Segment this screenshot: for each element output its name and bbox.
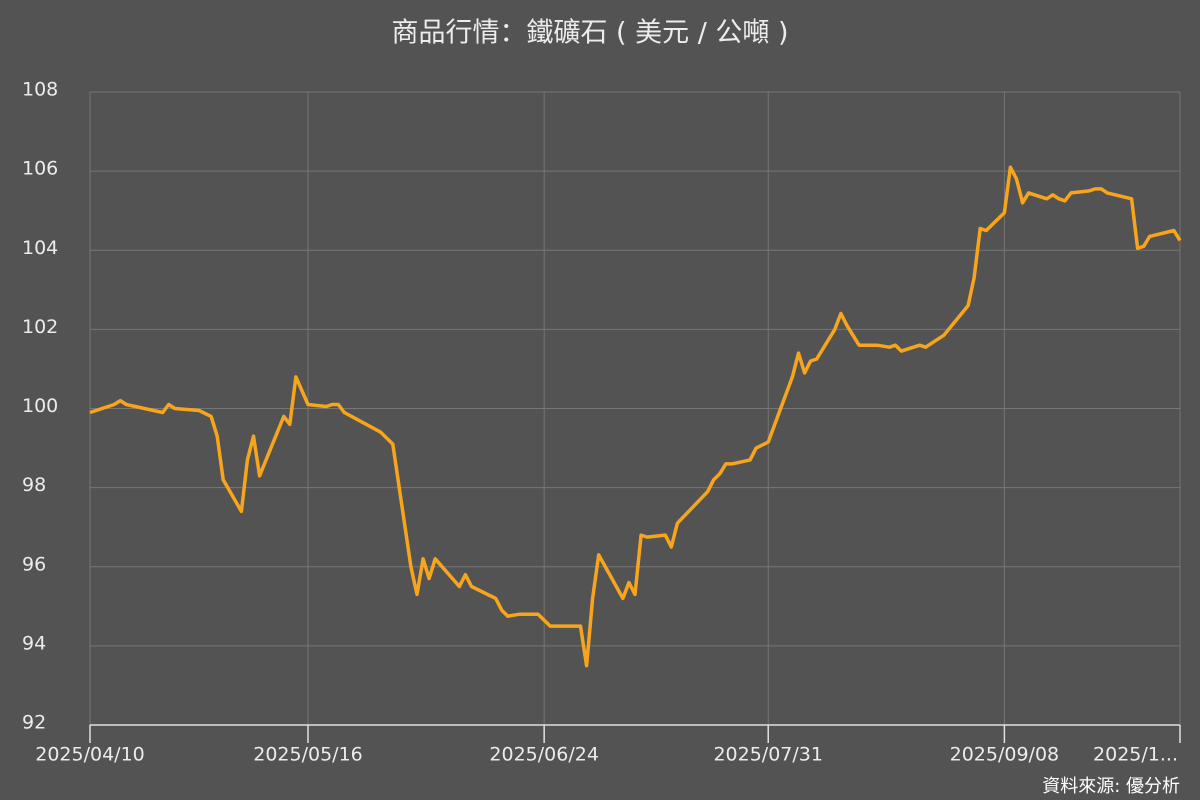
y-tick-label: 102 [22, 316, 58, 338]
y-tick-label: 94 [22, 632, 46, 654]
data-line [89, 165, 1182, 668]
y-tick-label: 106 [22, 158, 58, 180]
y-tick-label: 100 [22, 395, 58, 417]
source-note: 資料來源: 優分析 [1042, 776, 1180, 797]
y-tick-label: 96 [22, 553, 46, 575]
x-tick-label: 2025/09/08 [950, 744, 1060, 766]
x-tick-label: 2025/07/31 [713, 744, 823, 766]
x-tick-label: 2025/04/10 [35, 744, 145, 766]
y-tick-label: 92 [22, 712, 46, 734]
x-tick-label: 2025/05/16 [253, 744, 363, 766]
y-tick-label: 108 [22, 79, 58, 101]
y-tick-label: 98 [22, 474, 46, 496]
chart-title: 商品行情：鐵礦石 ( 美元 / 公噸 ) [391, 18, 788, 49]
x-tick-label: 2025/06/24 [489, 744, 599, 766]
y-tick-label: 104 [22, 237, 58, 259]
x-tick-label: 2025/1... [1093, 744, 1178, 766]
